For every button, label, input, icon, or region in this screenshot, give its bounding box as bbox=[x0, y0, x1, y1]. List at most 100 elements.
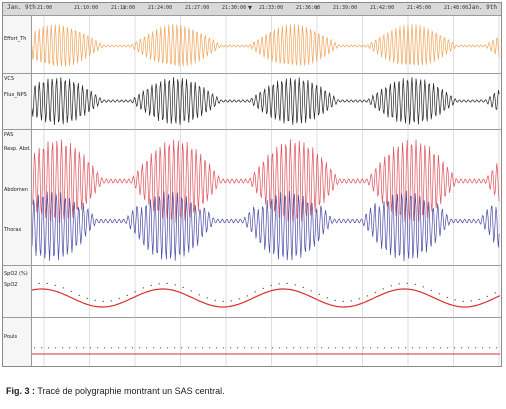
date-right: Jan. 9th bbox=[468, 4, 497, 11]
nav-marker-right-icon[interactable]: ‹ bbox=[315, 3, 319, 12]
heart-rate-value-label: ∙ bbox=[263, 347, 268, 349]
heart-rate-value-label: ∙ bbox=[438, 347, 443, 349]
spo2-value-label: • bbox=[70, 289, 72, 294]
heart-rate-value-label: ∙ bbox=[396, 347, 401, 349]
spo2-value-label: • bbox=[110, 298, 112, 303]
polygraphy-window: Jan. 9th › ▾ ‹ Jan. 9th 21:00 21:10:00 21:… bbox=[2, 2, 502, 367]
heart-rate-value-label: ∙ bbox=[417, 347, 422, 349]
spo2-value-label: • bbox=[118, 296, 120, 301]
time-gridlines bbox=[43, 16, 500, 366]
heart-rate-value-label: ∙ bbox=[494, 347, 499, 349]
spo2-value-label: • bbox=[366, 294, 368, 299]
spo2-value-label: • bbox=[406, 281, 408, 286]
spo2-value-label: • bbox=[326, 295, 328, 300]
heart-rate-value-label: ∙ bbox=[466, 347, 471, 349]
spo2-value-label: • bbox=[38, 281, 40, 286]
spo2-value-label: • bbox=[198, 292, 200, 297]
heart-rate-value-label: ∙ bbox=[102, 347, 107, 349]
heart-rate-value-label: ∙ bbox=[221, 347, 226, 349]
figure-caption-text: Tracé de polygraphie montrant un SAS cen… bbox=[35, 386, 225, 396]
spo2-value-label: • bbox=[254, 290, 256, 295]
figure-number: Fig. 3 : bbox=[6, 386, 35, 396]
spo2-value-label: • bbox=[158, 281, 160, 286]
heart-rate-value-label: ∙ bbox=[158, 347, 163, 349]
spo2-value-label: • bbox=[86, 296, 88, 301]
heart-rate-value-label: ∙ bbox=[389, 347, 394, 349]
spo2-value-label: • bbox=[270, 283, 272, 288]
nav-marker-center-icon[interactable]: ▾ bbox=[248, 3, 253, 12]
spo2-value-label: • bbox=[102, 299, 104, 304]
heart-rate-value-label: ∙ bbox=[53, 347, 58, 349]
heart-rate-value-label: ∙ bbox=[172, 347, 177, 349]
channel-separator bbox=[3, 265, 501, 266]
spo2-value-label: • bbox=[94, 298, 96, 303]
heart-rate-value-label: ∙ bbox=[410, 347, 415, 349]
spo2-value-labels: • • • • • • • • • • • • • • • • • • • • • • • • • • • • • • • • • • • • • • • •… bbox=[38, 281, 496, 304]
spo2-value-label: • bbox=[126, 293, 128, 298]
spo2-value-label: • bbox=[446, 295, 448, 300]
heart-rate-value-label: ∙ bbox=[312, 347, 317, 349]
time-toolbar: Jan. 9th › ▾ ‹ Jan. 9th 21:00 21:10:00 21:… bbox=[3, 3, 501, 16]
heart-rate-value-label: ∙ bbox=[95, 347, 100, 349]
spo2-value-label: • bbox=[238, 296, 240, 301]
spo2-value-label: • bbox=[398, 282, 400, 287]
nav-marker-left-icon[interactable]: › bbox=[123, 3, 127, 12]
heart-rate-value-label: ∙ bbox=[242, 347, 247, 349]
spo2-value-label: • bbox=[358, 297, 360, 302]
heart-rate-value-label: ∙ bbox=[298, 347, 303, 349]
spo2-value-label: • bbox=[78, 293, 80, 298]
spo2-value-label: • bbox=[230, 298, 232, 303]
heart-rate-value-label: ∙ bbox=[452, 347, 457, 349]
heart-rate-value-label: ∙ bbox=[144, 347, 149, 349]
heart-rate-value-label: ∙ bbox=[256, 347, 261, 349]
heart-rate-value-label: ∙ bbox=[39, 347, 44, 349]
spo2-value-label: • bbox=[134, 289, 136, 294]
spo2-value-label: • bbox=[478, 297, 480, 302]
channel-label-thorax-2: Thorax bbox=[4, 227, 22, 233]
channel-label-abdomen: Abdomen bbox=[4, 187, 28, 193]
time-tick-label: 21:27:00 bbox=[185, 5, 210, 11]
heart-rate-value-label: ∙ bbox=[123, 347, 128, 349]
spo2-value-label: • bbox=[422, 285, 424, 290]
heart-rate-value-label: ∙ bbox=[459, 347, 464, 349]
spo2-value-label: • bbox=[190, 289, 192, 294]
heart-rate-value-label: ∙ bbox=[347, 347, 352, 349]
spo2-value-label: • bbox=[462, 299, 464, 304]
heart-rate-value-label: ∙ bbox=[333, 347, 338, 349]
spo2-value-label: • bbox=[414, 282, 416, 287]
spo2-value-label: • bbox=[142, 286, 144, 291]
spo2-value-label: • bbox=[454, 298, 456, 303]
spo2-value-label: • bbox=[246, 293, 248, 298]
heart-rate-value-label: ∙ bbox=[319, 347, 324, 349]
time-tick-label: 21:48:00 bbox=[444, 5, 469, 11]
heart-rate-value-label: ∙ bbox=[151, 347, 156, 349]
channel-separator bbox=[3, 129, 501, 130]
heart-rate-value-label: ∙ bbox=[431, 347, 436, 349]
heart-rate-value-labels: ∙ ∙ ∙ ∙ ∙ ∙ ∙ ∙ ∙ ∙ ∙ ∙ ∙ ∙ ∙ ∙ ∙ ∙ ∙ ∙ ∙ ∙ ∙ ∙ ∙ ∙ ∙ ∙ ∙ ∙ ∙ ∙ ∙ ∙ ∙ ∙ ∙ ∙ ∙ ∙… bbox=[32, 347, 499, 349]
heart-rate-value-label: ∙ bbox=[284, 347, 289, 349]
spo2-value-label: • bbox=[390, 283, 392, 288]
spo2-value-label: • bbox=[174, 283, 176, 288]
flow-trace bbox=[32, 77, 500, 125]
spo2-value-label: • bbox=[438, 292, 440, 297]
heart-rate-value-label: ∙ bbox=[165, 347, 170, 349]
channel-label-column: Effort_Th VCS Flux_NPS PAS Resp. Abd. Ab… bbox=[3, 16, 32, 366]
spo2-value-label: • bbox=[486, 294, 488, 299]
channel-label-spo2: SpO2 bbox=[4, 282, 18, 288]
spo2-value-label: • bbox=[262, 286, 264, 291]
spo2-value-label: • bbox=[430, 288, 432, 293]
heart-rate-value-label: ∙ bbox=[487, 347, 492, 349]
spo2-value-label: • bbox=[206, 296, 208, 301]
heart-rate-value-label: ∙ bbox=[480, 347, 485, 349]
heart-rate-value-label: ∙ bbox=[249, 347, 254, 349]
channel-label-flow: Flux_NPS bbox=[4, 92, 27, 98]
heart-rate-value-label: ∙ bbox=[130, 347, 135, 349]
spo2-value-label: • bbox=[166, 281, 168, 286]
spo2-value-label: • bbox=[350, 299, 352, 304]
heart-rate-value-label: ∙ bbox=[291, 347, 296, 349]
spo2-value-label: • bbox=[310, 288, 312, 293]
heart-rate-value-label: ∙ bbox=[305, 347, 310, 349]
spo2-value-label: • bbox=[278, 281, 280, 286]
channel-label-thorax-bot: SpO2 (%) bbox=[4, 271, 28, 277]
spo2-value-label: • bbox=[374, 290, 376, 295]
